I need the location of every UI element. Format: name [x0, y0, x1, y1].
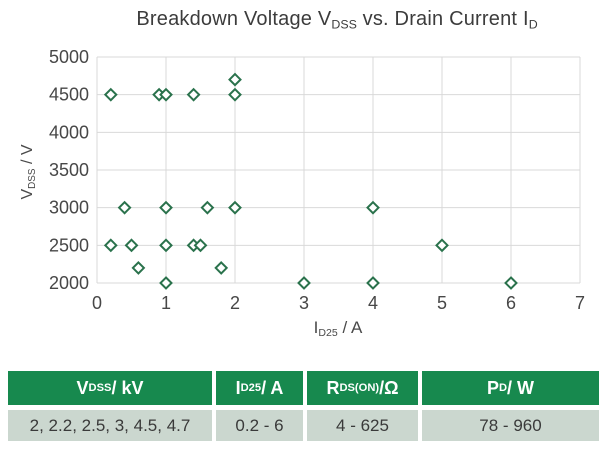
data-point-marker	[366, 200, 380, 215]
x-tick-label: 7	[575, 293, 585, 313]
y-tick-label: 3500	[49, 160, 89, 180]
scatter-plot-area: 0 1 2 3 4 5 6 7 2000 2500 3000 3500 4000 4500 5000	[49, 47, 585, 313]
data-point-marker	[228, 200, 242, 215]
y-tick-label: 4500	[49, 85, 89, 105]
data-point-marker	[117, 200, 132, 215]
table-header-id25: I D25 / A	[216, 371, 303, 405]
y-tick-label: 2000	[49, 273, 89, 293]
table-cell-vdss-values: 2, 2.2, 2.5, 3, 4.5, 4.7	[8, 410, 212, 441]
y-tick-label: 4000	[49, 122, 89, 142]
data-point-marker	[504, 276, 518, 290]
data-point-marker	[103, 238, 118, 253]
y-tick-label: 2500	[49, 235, 89, 255]
data-point-marker	[103, 87, 118, 102]
x-tick-label: 1	[161, 293, 171, 313]
data-point-marker	[159, 87, 173, 102]
x-axis-title: ID25 / A	[313, 318, 363, 339]
data-point-marker	[193, 238, 208, 253]
data-point-marker	[186, 87, 201, 102]
y-axis-title: VDSS / V	[19, 144, 38, 200]
table-cell-pd-range: 78 - 960	[422, 410, 599, 441]
table-header-vdss: V DSS / kV	[8, 371, 212, 405]
data-point-marker	[228, 72, 242, 87]
data-point-marker	[297, 276, 311, 290]
y-tick-label: 5000	[49, 47, 89, 67]
data-point-marker	[200, 200, 215, 215]
table-cell-id25-range: 0.2 - 6	[216, 410, 303, 441]
x-tick-label: 6	[506, 293, 516, 313]
data-point-marker	[435, 238, 449, 253]
x-tick-label: 0	[92, 293, 102, 313]
data-point-marker	[366, 276, 380, 290]
chart-title: Breakdown Voltage VDSS vs. Drain Current…	[136, 8, 538, 32]
table-cell-rdson-range: 4 - 625	[307, 410, 418, 441]
x-tick-label: 4	[368, 293, 378, 313]
x-tick-label: 5	[437, 293, 447, 313]
data-point-marker	[159, 276, 173, 290]
data-point-marker	[214, 261, 229, 275]
table-header-rdson: R DS(ON) /Ω	[307, 371, 418, 405]
data-point-marker	[131, 261, 146, 275]
y-tick-label: 3000	[49, 198, 89, 218]
data-point-marker	[124, 238, 139, 253]
x-tick-label: 3	[299, 293, 309, 313]
data-point-marker	[159, 238, 173, 253]
data-point-marker	[159, 200, 173, 215]
x-tick-label: 2	[230, 293, 240, 313]
data-point-marker	[228, 87, 242, 102]
